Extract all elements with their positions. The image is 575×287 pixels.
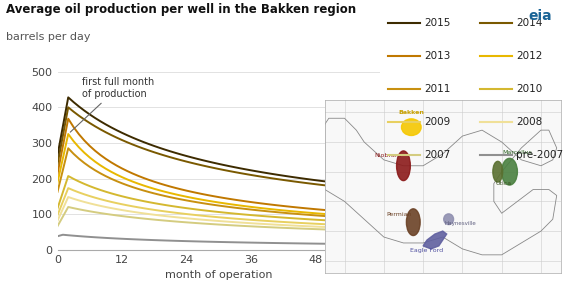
- Text: 2008: 2008: [516, 117, 542, 127]
- Text: first full month
of production: first full month of production: [70, 77, 154, 132]
- Text: Marcellus: Marcellus: [503, 150, 532, 155]
- Ellipse shape: [493, 161, 503, 182]
- Ellipse shape: [397, 151, 411, 181]
- Text: 2013: 2013: [424, 51, 450, 61]
- Text: eia: eia: [528, 9, 552, 23]
- Text: Eagle Ford: Eagle Ford: [411, 248, 443, 253]
- Text: Bakken: Bakken: [398, 110, 424, 115]
- Text: 2009: 2009: [424, 117, 450, 127]
- Text: 2007: 2007: [424, 150, 450, 160]
- Text: barrels per day: barrels per day: [6, 32, 90, 42]
- Text: Utica: Utica: [496, 181, 512, 186]
- Ellipse shape: [401, 119, 421, 135]
- Text: 2014: 2014: [516, 18, 542, 28]
- Ellipse shape: [501, 158, 518, 185]
- Ellipse shape: [444, 214, 454, 224]
- Text: 2015: 2015: [424, 18, 450, 28]
- Text: Average oil production per well in the Bakken region: Average oil production per well in the B…: [6, 3, 356, 16]
- X-axis label: month of operation: month of operation: [165, 270, 272, 280]
- Text: Permian: Permian: [387, 212, 412, 217]
- Text: 2012: 2012: [516, 51, 542, 61]
- Polygon shape: [423, 231, 447, 249]
- Ellipse shape: [407, 209, 420, 236]
- Text: pre-2007: pre-2007: [516, 150, 563, 160]
- Text: Niobrara: Niobrara: [374, 153, 401, 158]
- Text: Haynesville: Haynesville: [444, 221, 476, 226]
- Text: 2011: 2011: [424, 84, 450, 94]
- Text: 2010: 2010: [516, 84, 542, 94]
